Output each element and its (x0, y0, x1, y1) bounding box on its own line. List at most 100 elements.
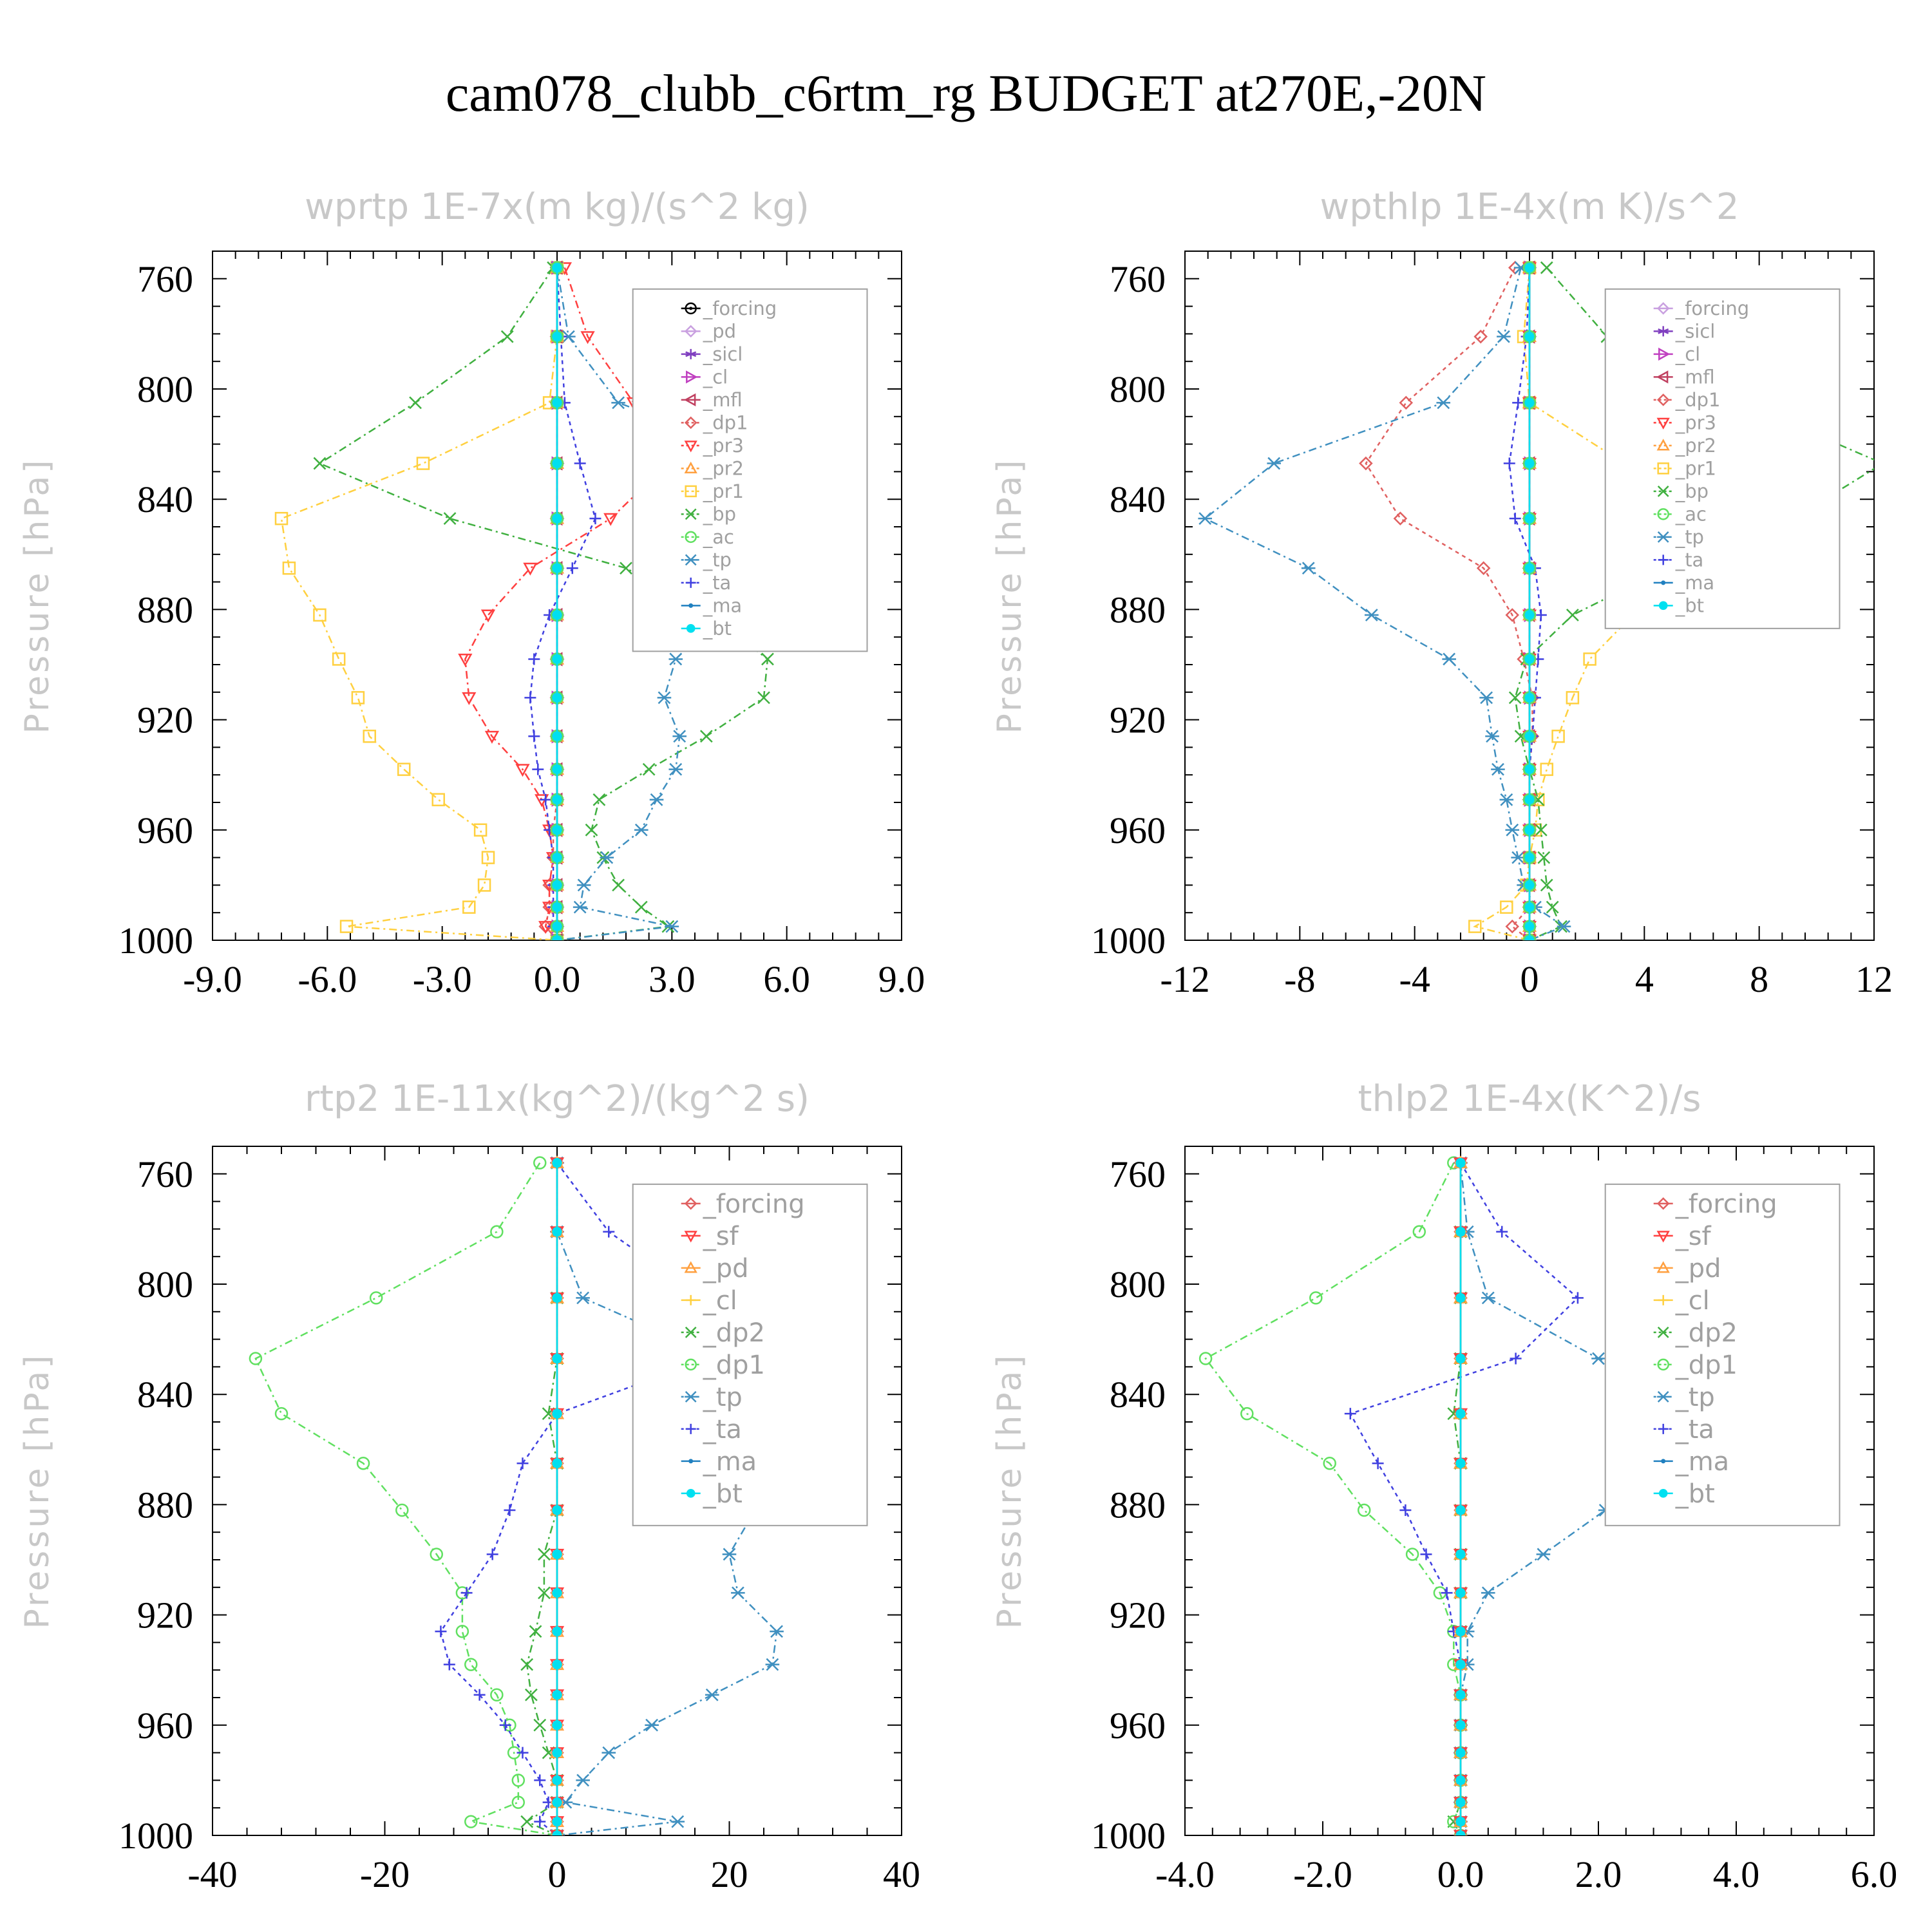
data-point_ta (566, 562, 578, 574)
data-point_bt (552, 1227, 562, 1237)
data-point_bt (1455, 1458, 1466, 1468)
legend-marker_ma (1661, 580, 1666, 585)
x-tick-label: 12 (1855, 958, 1893, 1000)
data-point_bt (552, 1830, 562, 1835)
data-point_bt (1524, 935, 1535, 940)
data-point_bt (552, 902, 562, 913)
data-point_dp1 (455, 1625, 469, 1638)
x-tick-label: 8 (1750, 958, 1768, 1000)
legend-label: _pr3 (703, 435, 744, 457)
legend-marker_mfl (1656, 370, 1669, 384)
legend: _forcing _sf _pd _cl_dp2_dp1 _tp _ta _ma_bt (1604, 1183, 1841, 1526)
x-tick-label: -2.0 (1293, 1853, 1352, 1895)
data-point_pr1 (351, 691, 365, 705)
data-point_bp (1877, 458, 1888, 469)
legend-marker_dp2 (1657, 1326, 1669, 1338)
y-tick-label: 960 (1110, 810, 1166, 851)
data-point_ta (499, 1719, 511, 1731)
data-point_pr1 (431, 793, 445, 806)
data-point_dp1 (1505, 608, 1520, 622)
data-point_bt (552, 795, 562, 805)
data-point_bt (1524, 731, 1535, 741)
data-point_bt (1524, 902, 1535, 913)
data-point_pr1 (1566, 691, 1580, 705)
data-point_ta (516, 1747, 529, 1759)
x-tick-label: -8 (1284, 958, 1315, 1000)
panel-3: rtp2 1E-11x(kg^2)/(kg^2 s) Pressure [hPa]… (18, 1078, 920, 1895)
data-point_bt (552, 1775, 562, 1786)
legend-label: _ta (703, 1415, 742, 1444)
data-point_tp (573, 900, 587, 914)
data-point_bt (1524, 880, 1535, 891)
y-tick-label: 1000 (118, 1815, 193, 1857)
data-point_pr3 (462, 692, 477, 705)
data-point_bp (313, 457, 327, 470)
legend-marker_forcing (1656, 1197, 1670, 1210)
data-point_bt (552, 263, 562, 273)
legend-marker_cl (685, 1294, 696, 1305)
x-tick-label: 0 (1520, 958, 1539, 1000)
legend-marker_ac (685, 531, 697, 544)
data-point_bt (552, 764, 562, 775)
legend-label: _forcing (703, 1189, 805, 1219)
data-point_dp1 (274, 1406, 289, 1421)
y-tick-label: 800 (137, 368, 193, 410)
data-point_tp (1198, 512, 1213, 526)
legend-label: _forcing (703, 298, 777, 319)
legend-label: _bt (1675, 595, 1704, 617)
legend-label: _ta (1675, 1415, 1714, 1444)
legend-label: _dp2 (1675, 1318, 1738, 1348)
data-point_ta (589, 513, 601, 525)
plot-frame (1184, 1146, 1875, 1836)
data-point_bp (409, 396, 422, 410)
legend-label: _dp1 (1675, 1350, 1738, 1380)
data-point_pr3 (484, 730, 500, 744)
legend: _forcing_pd_sicl_cl_mfl_dp1_pr3_pr2_pr1_… (632, 288, 868, 652)
data-point_bt (1455, 1505, 1466, 1515)
data-point_dp1 (1405, 1548, 1419, 1561)
legend-label: _tp (703, 549, 732, 571)
legend-label: _tp (1675, 526, 1704, 548)
data-point_bt (1455, 1797, 1466, 1808)
legend-label: _sf (703, 1222, 739, 1251)
legend-label: _ta (1675, 549, 1704, 571)
legend-marker_dp2 (685, 1326, 697, 1338)
data-point_tp (576, 1774, 590, 1787)
legend-label: _sicl (703, 343, 743, 365)
data-point_bp (1534, 823, 1548, 837)
legend-marker_cl (1658, 1294, 1669, 1305)
data-point_dp1 (1323, 1456, 1336, 1470)
series-line_pr1 (280, 267, 558, 940)
legend-marker_sicl (685, 348, 697, 359)
data-point_dp1 (490, 1225, 504, 1238)
data-point_bt (552, 1720, 562, 1730)
y-tick-label: 960 (137, 810, 193, 851)
data-point_tp (611, 396, 625, 410)
y-tick-label: 840 (137, 478, 193, 520)
data-point_pr3 (515, 764, 530, 777)
data-point_tp (601, 1746, 616, 1759)
data-point_dp1 (1505, 919, 1520, 934)
y-tick-label: 840 (1110, 478, 1166, 520)
data-point_bt (552, 1408, 562, 1419)
data-point_tp (705, 1688, 719, 1701)
legend-label: _forcing (1675, 1189, 1777, 1219)
x-tick-label: 3.0 (649, 958, 696, 1000)
data-point_dp1 (490, 1688, 504, 1701)
data-point_tp (645, 1718, 659, 1732)
data-point_bt (552, 1690, 562, 1700)
legend-marker_forcing (685, 302, 697, 315)
data-point_tp (600, 851, 614, 864)
legend-label: _sf (1675, 1222, 1712, 1251)
series-line_dp1 (1365, 267, 1533, 940)
data-point_pr3 (603, 513, 618, 526)
y-tick-label: 880 (137, 589, 193, 630)
data-point_bt (552, 1659, 562, 1670)
data-point_ta (516, 1457, 529, 1470)
data-point_dp1 (356, 1456, 370, 1470)
legend-marker_dp1 (1657, 1358, 1669, 1371)
legend-label: _bt (703, 618, 732, 639)
data-point_tp (672, 730, 687, 743)
legend-marker_bp (685, 508, 697, 520)
data-point_dp2 (538, 1586, 551, 1600)
